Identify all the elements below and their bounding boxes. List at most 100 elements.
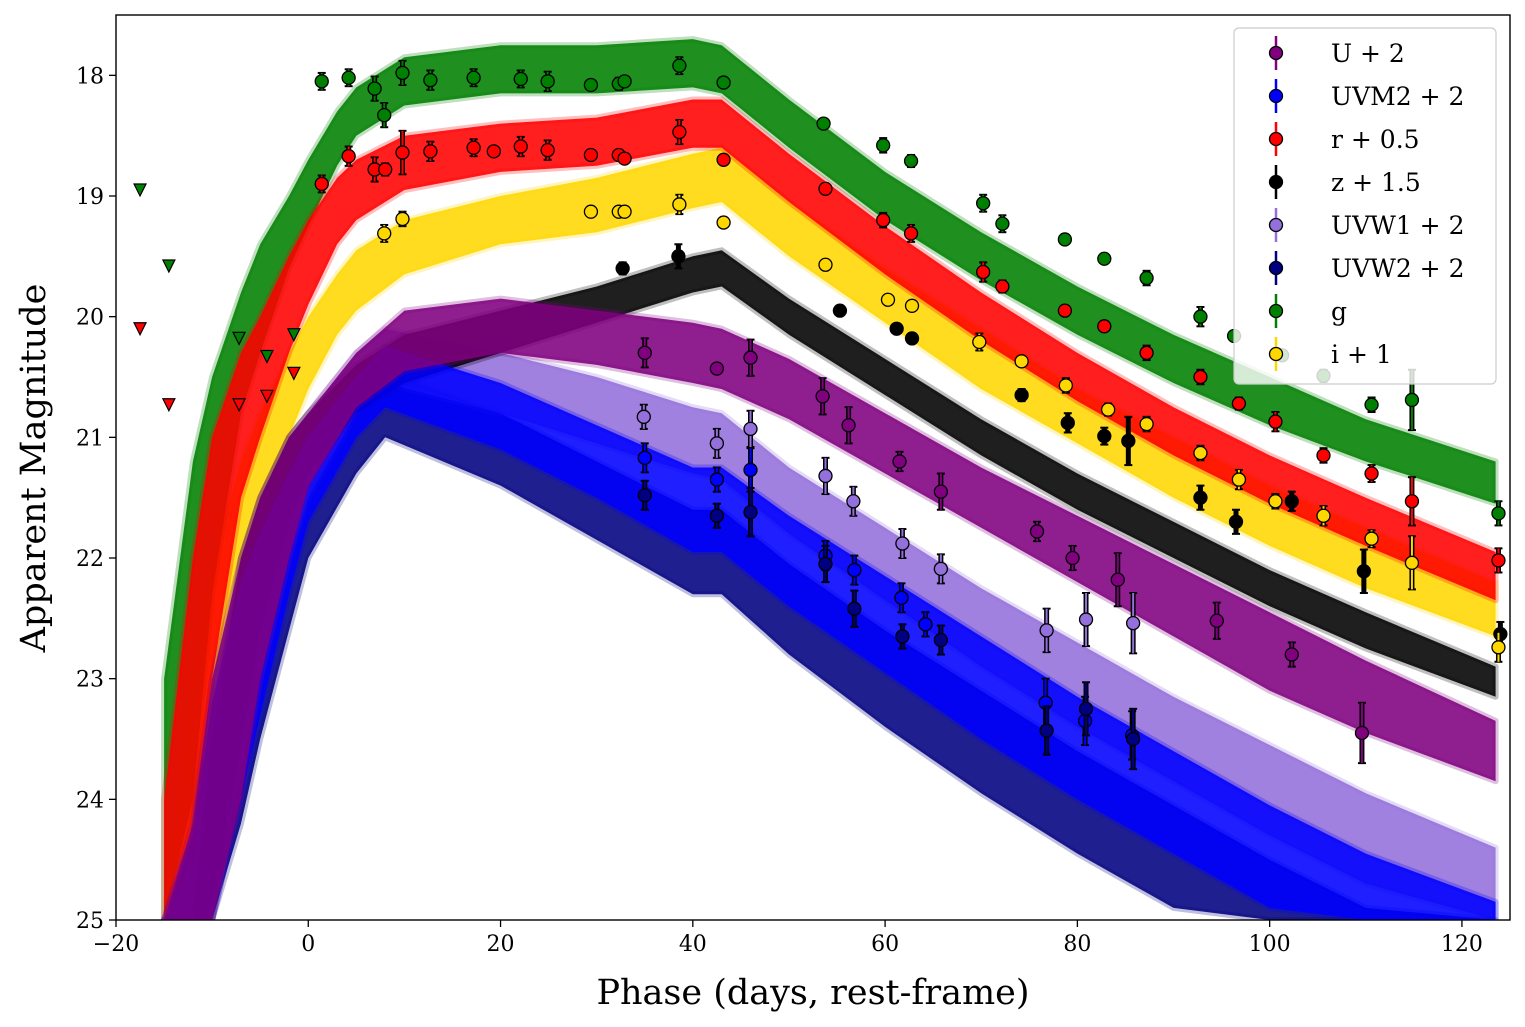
data-point-z-1-5 <box>904 331 920 346</box>
x-axis-ticks: −20 0 20 40 60 80 100 120 <box>93 920 1483 957</box>
data-point-uvm2-2 <box>637 442 652 474</box>
x-tick-label: 0 <box>301 932 315 957</box>
data-point-z-1-5 <box>1193 484 1208 511</box>
data-point-uvw1-2 <box>1039 607 1054 654</box>
y-tick-label: 24 <box>76 788 104 813</box>
data-point-i-1 <box>1100 402 1116 417</box>
data-point-uvw1-2 <box>818 456 833 496</box>
data-point-i-1 <box>672 193 687 216</box>
data-point-u-2 <box>933 472 949 511</box>
x-tick-label: 60 <box>871 932 899 957</box>
data-point-uvw2-2 <box>895 623 910 650</box>
data-point-r-0-5 <box>341 145 356 167</box>
data-point-g <box>903 153 919 169</box>
data-point-i-1 <box>716 215 731 230</box>
y-tick-label: 23 <box>76 668 104 693</box>
legend-frame <box>1233 27 1497 385</box>
data-point-r-0-5 <box>876 211 891 229</box>
y-tick-label: 21 <box>76 426 104 451</box>
data-point-i-1 <box>1139 415 1154 433</box>
model-band-r-0-5 <box>161 96 1499 920</box>
x-tick-label: 20 <box>487 932 515 957</box>
data-point-uvw1-2 <box>1078 591 1094 648</box>
data-point-r-0-5 <box>1491 547 1506 574</box>
y-tick-label: 22 <box>76 547 104 572</box>
data-point-g <box>1057 232 1073 247</box>
data-point-uvm2-2 <box>709 466 725 493</box>
data-point-uvw1-2 <box>743 409 758 448</box>
data-point-u-2 <box>892 450 907 473</box>
data-point-r-0-5 <box>583 147 599 163</box>
data-point-z-1-5 <box>615 261 630 276</box>
data-points <box>133 56 1508 771</box>
data-point-uvw2-2 <box>847 589 862 628</box>
data-point-uvw1-2 <box>846 485 861 517</box>
data-point-g <box>161 259 176 274</box>
data-point-uvw2-2 <box>1039 705 1054 756</box>
x-axis-label: Phase (days, rest-frame) <box>596 973 1029 1013</box>
data-point-i-1 <box>395 210 410 228</box>
data-point-r-0-5 <box>395 129 410 176</box>
data-point-u-2 <box>1029 520 1045 543</box>
data-point-g <box>341 68 356 88</box>
data-point-uvw1-2 <box>895 528 910 559</box>
data-point-u-2 <box>743 338 758 377</box>
data-point-uvw2-2 <box>637 479 652 511</box>
data-point-u-2 <box>709 361 725 376</box>
data-point-g <box>133 183 148 198</box>
legend-entry: UVM2 + 2 <box>1268 79 1464 113</box>
data-point-r-0-5 <box>818 181 833 196</box>
data-point-i-1 <box>583 204 599 219</box>
data-point-g <box>232 331 247 346</box>
data-point-r-0-5 <box>1057 303 1073 318</box>
data-point-uvw2-2 <box>1078 681 1094 737</box>
y-tick-label: 19 <box>76 185 104 210</box>
data-point-z-1-5 <box>832 303 848 318</box>
data-point-r-0-5 <box>1316 447 1331 464</box>
data-point-r-0-5 <box>1231 396 1247 411</box>
data-point-z-1-5 <box>1097 426 1112 446</box>
data-point-z-1-5 <box>889 321 904 336</box>
x-tick-label: 80 <box>1063 932 1091 957</box>
data-point-i-1 <box>1364 529 1379 549</box>
data-point-g <box>976 193 991 213</box>
legend-label: UVW2 + 2 <box>1331 254 1464 283</box>
legend-label: UVW1 + 2 <box>1331 211 1464 240</box>
data-point-i-1 <box>904 298 920 313</box>
data-point-uvw1-2 <box>933 553 949 585</box>
legend-entry: UVW1 + 2 <box>1268 208 1464 242</box>
data-point-u-2 <box>1110 552 1125 608</box>
data-point-z-1-5 <box>671 243 686 270</box>
data-point-g <box>1491 500 1506 527</box>
x-tick-label: 100 <box>1249 932 1291 957</box>
data-point-z-1-5 <box>1356 548 1372 594</box>
data-point-g <box>423 69 438 91</box>
x-tick-label: 40 <box>679 932 707 957</box>
data-point-r-0-5 <box>513 135 528 158</box>
data-point-g <box>876 137 891 154</box>
data-point-uvm2-2 <box>743 447 758 493</box>
data-point-u-2 <box>1284 641 1299 668</box>
y-tick-label: 20 <box>76 306 104 331</box>
data-point-g <box>314 71 329 91</box>
y-axis-ticks: 18 19 20 21 22 23 24 25 <box>76 64 116 934</box>
data-point-i-1 <box>1058 377 1073 394</box>
data-point-g <box>1193 306 1208 328</box>
data-point-g <box>1097 251 1112 266</box>
data-point-g <box>672 56 687 76</box>
data-point-r-0-5 <box>259 389 274 404</box>
data-point-uvw2-2 <box>933 624 949 656</box>
data-point-r-0-5 <box>1097 319 1112 334</box>
data-point-z-1-5 <box>1121 415 1136 467</box>
data-point-r-0-5 <box>1139 344 1154 362</box>
data-point-z-1-5 <box>1228 508 1244 535</box>
data-point-i-1 <box>818 257 833 272</box>
data-point-r-0-5 <box>1268 410 1283 433</box>
data-point-g <box>377 102 392 129</box>
data-point-uvm2-2 <box>894 582 909 614</box>
data-point-r-0-5 <box>617 151 632 166</box>
data-point-g <box>540 70 555 93</box>
data-point-z-1-5 <box>1284 490 1299 512</box>
data-point-g <box>259 349 274 364</box>
data-point-i-1 <box>1231 468 1247 491</box>
